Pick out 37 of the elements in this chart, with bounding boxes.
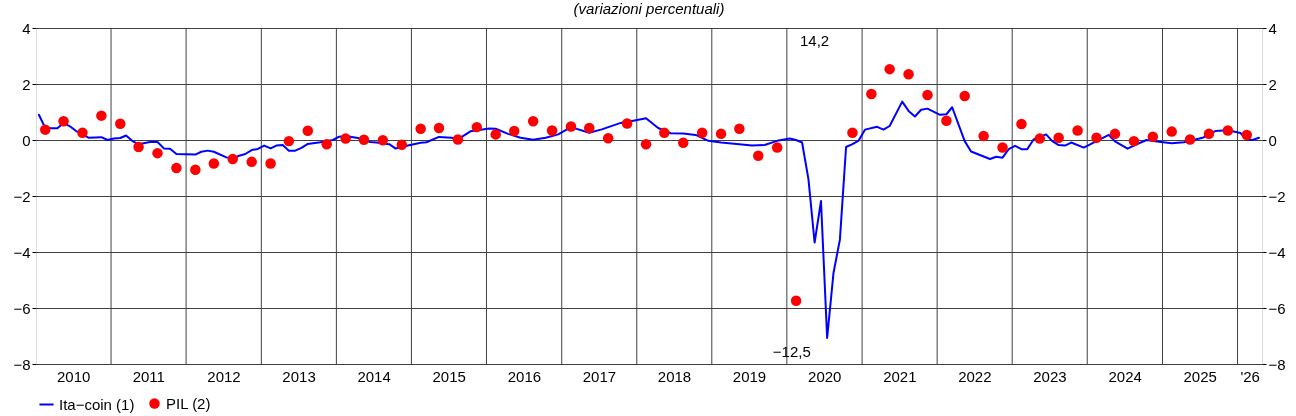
x-tick-label: 2024 <box>1108 367 1142 385</box>
x-tick-label: 2021 <box>883 367 917 385</box>
y-tick-label: −4 <box>13 243 31 261</box>
y2-tick-label: 0 <box>1268 131 1277 149</box>
y2-tick-label: −6 <box>1268 299 1286 317</box>
x-tick-label: 2020 <box>808 367 842 385</box>
x-tick-label: '26 <box>1240 367 1260 385</box>
x-tick-label: 2015 <box>432 367 466 385</box>
x-tick-label: 2013 <box>282 367 316 385</box>
y-tick-label: 0 <box>22 131 31 149</box>
legend-label: Ita−coin (1) <box>59 395 135 413</box>
x-tick-label: 2025 <box>1183 367 1217 385</box>
x-tick-label: 2012 <box>207 367 241 385</box>
x-tick-label: 2014 <box>357 367 391 385</box>
y-tick-label: 2 <box>22 75 31 93</box>
x-tick-label: 2019 <box>732 367 767 385</box>
y2-tick-label: −4 <box>1268 243 1286 261</box>
line-series <box>37 100 1260 339</box>
legend-label: PIL (2) <box>166 394 211 412</box>
y-tick-label: −6 <box>13 299 31 317</box>
y-tick-label: 4 <box>22 19 31 37</box>
x-tick-label: 2017 <box>582 367 617 385</box>
y2-tick-label: −8 <box>1268 355 1286 373</box>
x-tick-label: 2010 <box>57 367 91 385</box>
chart-title: (variazioni percentuali) <box>573 0 725 17</box>
x-tick-label: 2023 <box>1033 367 1067 385</box>
x-tick-label: 2022 <box>958 367 992 385</box>
y2-tick-label: 2 <box>1268 75 1277 93</box>
x-tick-label: 2011 <box>132 367 165 385</box>
annotation: 14,2 <box>800 32 830 49</box>
y-tick-label: −2 <box>13 187 31 205</box>
y-tick-label: −8 <box>13 355 31 373</box>
x-tick-label: 2018 <box>657 367 692 385</box>
y2-tick-label: 4 <box>1268 19 1277 37</box>
x-tick-label: 2016 <box>507 367 542 385</box>
annotation: −12,5 <box>772 343 811 360</box>
y2-tick-label: −2 <box>1268 187 1286 205</box>
